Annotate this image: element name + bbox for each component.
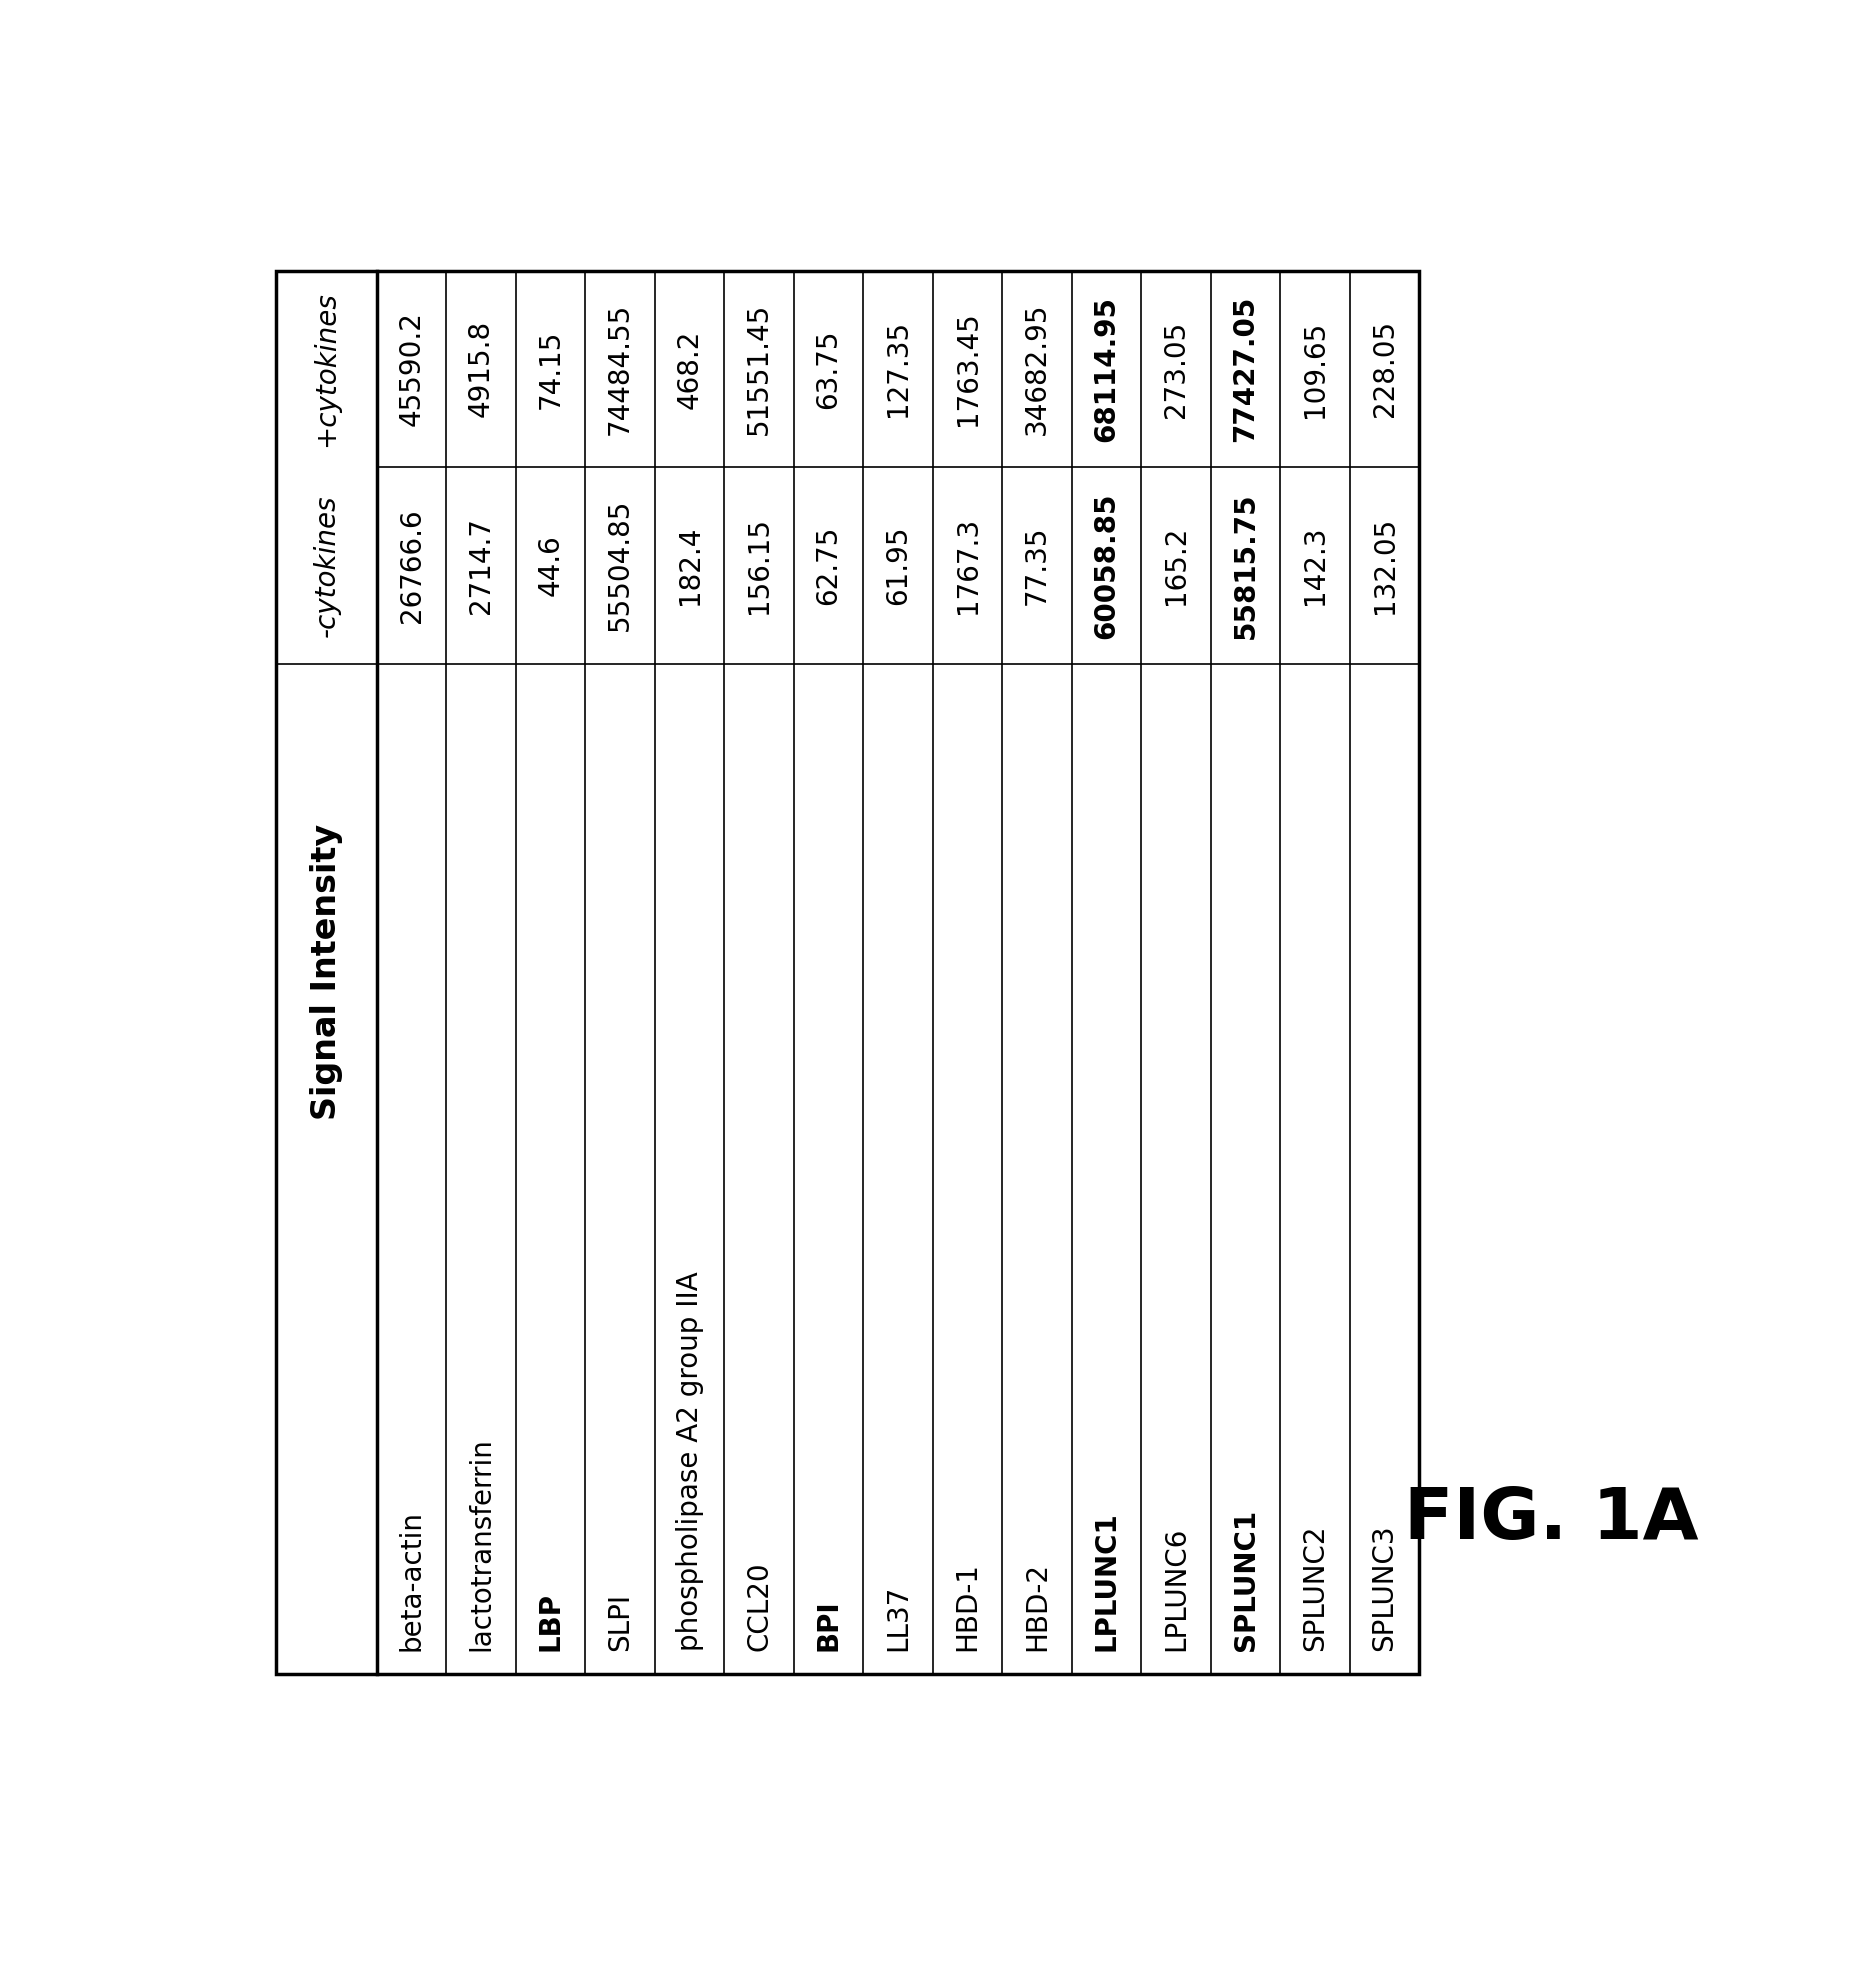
Text: 77.35: 77.35 [1024,525,1052,606]
Text: 156.15: 156.15 [745,517,773,614]
Text: 45590.2: 45590.2 [398,311,426,427]
Text: 63.75: 63.75 [814,328,842,409]
Text: 109.65: 109.65 [1300,321,1328,417]
Text: 182.4: 182.4 [676,525,704,606]
Text: FIG. 1A: FIG. 1A [1403,1485,1698,1554]
Text: 4915.8: 4915.8 [467,321,495,417]
Text: BPI: BPI [814,1599,842,1650]
Text: 60058.85: 60058.85 [1093,492,1121,639]
Text: 273.05: 273.05 [1162,321,1190,417]
Text: 55504.85: 55504.85 [605,500,633,631]
Text: 127.35: 127.35 [884,321,912,417]
Text: SLPI: SLPI [605,1593,633,1650]
Text: 55815.75: 55815.75 [1231,492,1259,639]
Text: +cytokines: +cytokines [312,291,340,447]
Text: 62.75: 62.75 [814,525,842,606]
Text: LPLUNC1: LPLUNC1 [1093,1511,1121,1650]
Text: 2714.7: 2714.7 [467,517,495,614]
Text: HBD-2: HBD-2 [1024,1562,1052,1650]
Text: HBD-1: HBD-1 [953,1562,981,1650]
Text: 68114.95: 68114.95 [1093,295,1121,443]
Text: SPLUNC3: SPLUNC3 [1371,1524,1399,1650]
Text: CCL20: CCL20 [745,1562,773,1650]
Text: 74484.55: 74484.55 [605,303,633,435]
Text: 132.05: 132.05 [1371,517,1399,614]
Text: 468.2: 468.2 [676,328,704,409]
Text: 26766.6: 26766.6 [398,507,426,624]
Text: 61.95: 61.95 [884,525,912,606]
Text: LL37: LL37 [884,1583,912,1650]
Text: 142.3: 142.3 [1300,525,1328,606]
Text: 228.05: 228.05 [1371,321,1399,417]
Text: -cytokines: -cytokines [312,494,340,637]
Text: lactotransferrin: lactotransferrin [467,1436,495,1650]
Text: LBP: LBP [536,1591,564,1650]
Text: phospholipase A2 group IIA: phospholipase A2 group IIA [676,1271,704,1650]
Bar [276,271,1420,1674]
Text: 44.6: 44.6 [536,535,564,596]
Text: SPLUNC1: SPLUNC1 [1231,1509,1259,1650]
Text: 74.15: 74.15 [536,328,564,409]
Text: 77427.05: 77427.05 [1231,295,1259,443]
Text: LPLUNC6: LPLUNC6 [1162,1526,1190,1650]
Text: SPLUNC2: SPLUNC2 [1300,1524,1328,1650]
Text: beta-actin: beta-actin [398,1509,426,1650]
Text: 165.2: 165.2 [1162,525,1190,606]
Text: 51551.45: 51551.45 [745,303,773,435]
Text: 34682.95: 34682.95 [1024,303,1052,435]
Text: Signal Intensity: Signal Intensity [310,824,344,1121]
Text: 1767.3: 1767.3 [953,517,981,614]
Text: 1763.45: 1763.45 [953,311,981,427]
